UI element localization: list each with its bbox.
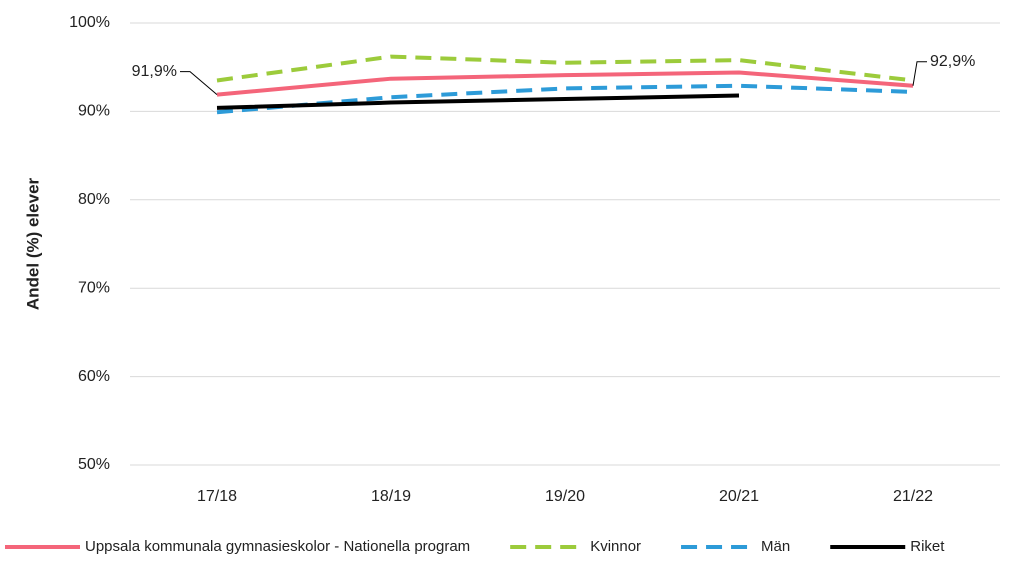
x-tick-label: 20/21 bbox=[719, 488, 759, 505]
legend-label: Kvinnor bbox=[590, 538, 641, 555]
y-axis-label: Andel (%) elever bbox=[23, 177, 42, 310]
line-series bbox=[216, 54, 914, 83]
label-leader bbox=[180, 71, 218, 95]
data-label: 91,9% bbox=[132, 63, 177, 80]
y-tick-label: 70% bbox=[78, 279, 110, 296]
legend-label: Riket bbox=[910, 538, 945, 555]
x-tick-label: 17/18 bbox=[197, 488, 237, 505]
x-tick-label: 18/19 bbox=[371, 488, 411, 505]
legend-label: Uppsala kommunala gymnasieskolor - Natio… bbox=[85, 538, 470, 555]
y-tick-label: 80% bbox=[78, 191, 110, 208]
x-tick-label: 19/20 bbox=[545, 488, 585, 505]
line-series bbox=[216, 70, 914, 97]
legend-label: Män bbox=[761, 538, 790, 555]
data-label: 92,9% bbox=[930, 53, 975, 70]
label-leader bbox=[912, 61, 927, 86]
line-series bbox=[216, 83, 914, 115]
line-series bbox=[216, 93, 740, 110]
x-tick-label: 21/22 bbox=[893, 488, 933, 505]
y-tick-label: 100% bbox=[69, 14, 110, 31]
y-tick-label: 50% bbox=[78, 456, 110, 473]
y-tick-label: 60% bbox=[78, 368, 110, 385]
y-tick-label: 90% bbox=[78, 103, 110, 120]
